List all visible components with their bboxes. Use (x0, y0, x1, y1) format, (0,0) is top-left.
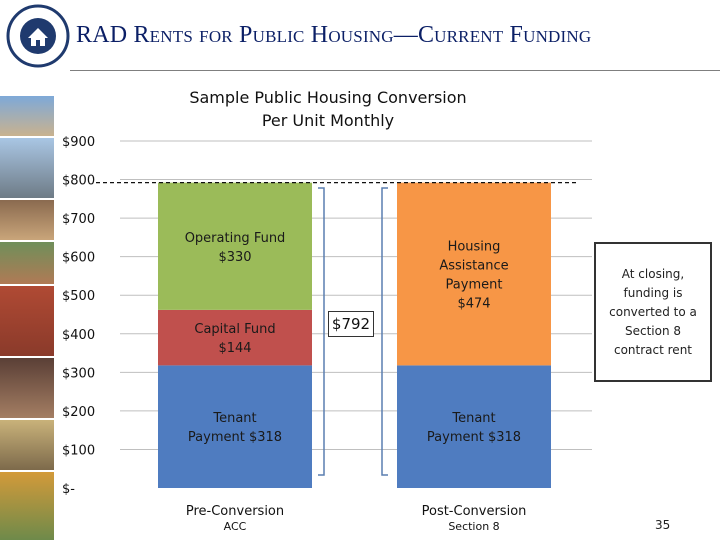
brackets (318, 187, 388, 476)
category-sublabel: Section 8 (448, 520, 499, 533)
data-label: Operating Fund (185, 231, 286, 246)
y-tick-label: $400 (62, 328, 95, 343)
data-label: Tenant (212, 411, 256, 426)
chart-title-line: Per Unit Monthly (262, 111, 394, 130)
hud-seal-logo (6, 4, 70, 68)
page-number: 35 (655, 518, 671, 532)
data-label: Payment $318 (427, 430, 521, 445)
data-label: $144 (218, 341, 251, 356)
left-bracket (318, 187, 325, 476)
photo-tile (0, 472, 54, 540)
chart-title-line: Sample Public Housing Conversion (189, 88, 466, 107)
bar-segment (158, 365, 312, 488)
y-tick-label: $700 (62, 212, 95, 227)
bar-segment (158, 309, 312, 366)
y-tick-label: $800 (62, 174, 95, 189)
right-bracket (381, 187, 388, 476)
data-label: Capital Fund (194, 322, 275, 337)
data-label: Housing (448, 240, 501, 255)
closing-callout: At closing, funding is converted to a Se… (594, 242, 712, 382)
data-label: $330 (218, 250, 251, 265)
photo-tile (0, 420, 54, 470)
category-label: Pre-Conversion (186, 504, 284, 519)
category-sublabel: ACC (224, 520, 247, 533)
data-label: Payment (446, 278, 503, 293)
total-amount-label: $792 (328, 311, 374, 337)
data-label: $474 (457, 297, 490, 312)
y-tick-label: $900 (62, 135, 95, 150)
bar-segment (158, 182, 312, 310)
data-label: Assistance (439, 259, 508, 274)
data-label: Tenant (451, 411, 495, 426)
y-tick-label: $300 (62, 366, 95, 381)
bars: Tenant Payment $318 Capital Fund $144 Operat… (158, 182, 551, 488)
chart-title: Sample Public Housing Conversion Per Unit… (189, 88, 466, 130)
y-tick-label: $500 (62, 289, 95, 304)
y-tick-label: $100 (62, 443, 95, 458)
photo-tile (0, 242, 54, 284)
y-tick-label: $200 (62, 405, 95, 420)
photo-tile (0, 200, 54, 240)
housing-photo-strip (0, 96, 54, 540)
data-label: Payment $318 (188, 430, 282, 445)
bar-segment (397, 365, 551, 488)
photo-tile (0, 138, 54, 198)
bar-segment (397, 182, 551, 366)
y-tick-label: $- (62, 482, 75, 497)
photo-tile (0, 358, 54, 418)
title-divider (70, 70, 720, 71)
y-axis-ticks: $- $100 $200 $300 $400 $500 $600 $700 $800 $900 (62, 135, 95, 497)
y-tick-label: $600 (62, 251, 95, 266)
slide-title: RAD Rents for Public Housing—Current Fun… (76, 22, 592, 48)
photo-tile (0, 96, 54, 136)
category-label: Post-Conversion (422, 504, 527, 519)
photo-tile (0, 286, 54, 356)
